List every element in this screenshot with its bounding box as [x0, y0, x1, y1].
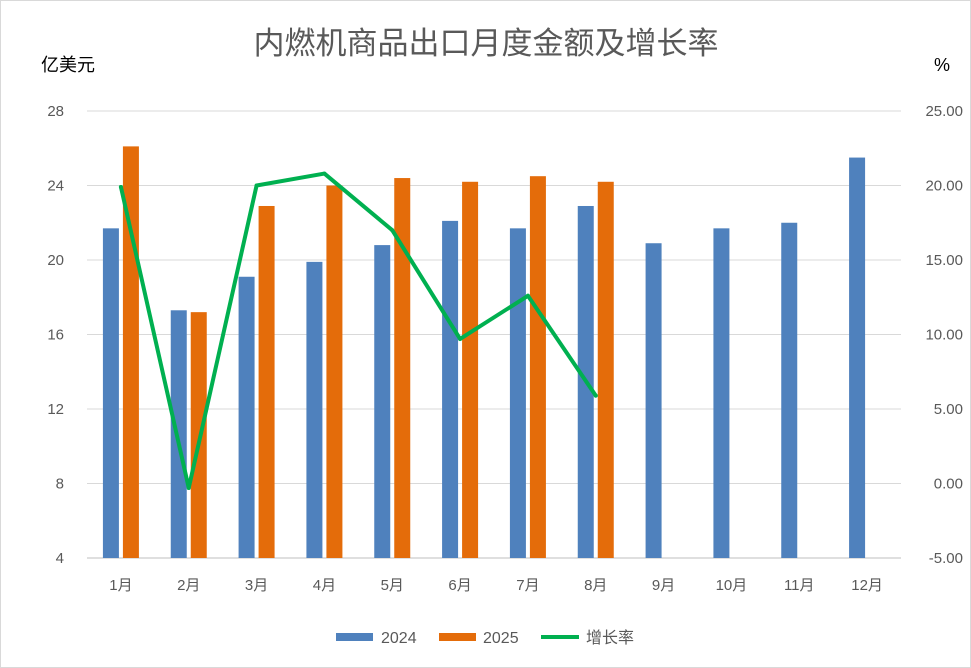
left-y-tick-label: 12 [47, 401, 64, 418]
right-y-tick-label: -5.00 [929, 550, 963, 567]
bar-2024-1 [102, 228, 119, 558]
right-y-tick-label: 5.00 [934, 401, 963, 418]
axis-labels: 4 8 12 16 20 24 28 -5.00 0.00 5.00 10.00 15.00 20.00… [47, 103, 963, 594]
bar-2025-4 [326, 185, 343, 558]
left-y-tick-label: 16 [47, 327, 64, 344]
legend-label-growth-rate: 增长率 [586, 629, 634, 647]
right-y-tick-label: 20.00 [925, 178, 963, 195]
right-y-tick-label: 25.00 [925, 103, 963, 120]
growth-rate-point-6 [458, 336, 463, 341]
growth-rate-point-5 [390, 228, 395, 233]
left-axis-unit: 亿美元 [41, 55, 95, 75]
left-y-tick-label: 8 [56, 476, 64, 493]
x-tick-label: 6月 [448, 577, 471, 594]
legend-swatch-2025 [439, 633, 476, 641]
growth-rate-point-4 [322, 171, 327, 176]
left-y-tick-label: 4 [56, 550, 64, 567]
legend-label-2024: 2024 [381, 630, 417, 647]
bar-2024-12 [849, 157, 866, 558]
growth-rate-point-2 [186, 485, 191, 490]
x-tick-label: 5月 [381, 577, 404, 594]
right-y-tick-label: 0.00 [934, 476, 963, 493]
growth-rate-point-7 [525, 293, 530, 298]
bar-2024-11 [781, 222, 798, 558]
right-axis-unit: % [934, 55, 950, 75]
growth-rate-line [118, 171, 598, 490]
gridlines [87, 110, 901, 559]
legend-swatch-2024 [336, 633, 373, 641]
line-series [118, 171, 598, 490]
chart-title: 内燃机商品出口月度金额及增长率 [254, 26, 719, 61]
bar-series [102, 146, 866, 559]
legend: 2024 2025 增长率 [336, 629, 634, 647]
left-y-tick-label: 28 [47, 103, 64, 120]
x-tick-label: 8月 [584, 577, 607, 594]
right-y-tick-label: 10.00 [925, 327, 963, 344]
bar-2024-7 [509, 228, 526, 558]
x-tick-label: 1月 [109, 577, 132, 594]
bar-2024-9 [645, 243, 662, 559]
growth-rate-point-1 [118, 184, 123, 189]
x-tick-label: 9月 [652, 577, 675, 594]
bar-2024-10 [713, 228, 730, 558]
x-tick-label: 7月 [516, 577, 539, 594]
bar-2025-6 [462, 181, 479, 558]
left-y-tick-label: 24 [47, 178, 64, 195]
bar-2025-7 [529, 176, 546, 558]
x-tick-label: 2月 [177, 577, 200, 594]
x-tick-label: 4月 [313, 577, 336, 594]
bar-2024-3 [238, 276, 255, 558]
x-tick-label: 3月 [245, 577, 268, 594]
bar-2025-8 [597, 181, 614, 558]
x-tick-label: 12月 [851, 577, 883, 594]
growth-rate-point-8 [593, 393, 598, 398]
bar-2024-2 [170, 310, 187, 558]
bar-2024-5 [374, 245, 391, 558]
bar-2025-3 [258, 205, 275, 559]
x-tick-label: 10月 [716, 577, 748, 594]
bar-2025-5 [394, 178, 411, 559]
x-tick-label: 11月 [784, 577, 815, 594]
bar-2024-4 [306, 261, 323, 558]
growth-rate-point-3 [254, 183, 259, 188]
legend-label-2025: 2025 [483, 630, 519, 647]
left-y-tick-label: 20 [47, 252, 64, 269]
right-y-tick-label: 15.00 [925, 252, 963, 269]
bar-2024-6 [442, 220, 459, 558]
